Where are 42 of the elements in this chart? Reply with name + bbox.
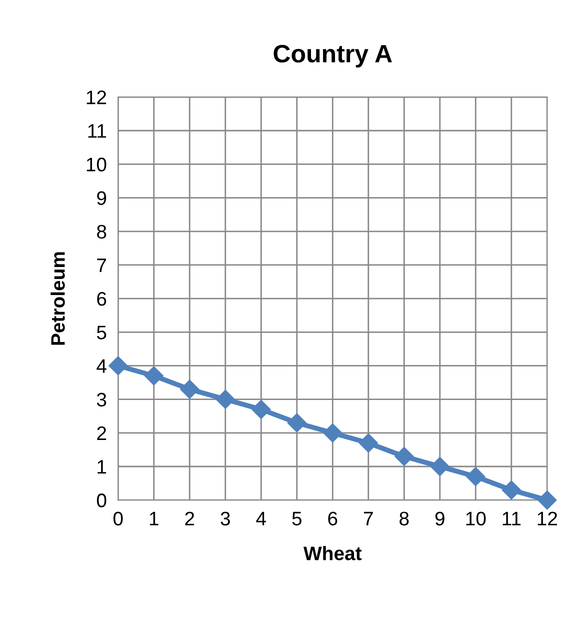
- y-tick-label: 9: [97, 191, 106, 206]
- y-tick-label: 8: [97, 224, 106, 239]
- point: [216, 390, 235, 409]
- y-tick-label: 1: [98, 460, 106, 474]
- y-tick-label: 12: [86, 90, 106, 104]
- x-tick-label: 2: [185, 512, 194, 526]
- x-tick-label: 10: [466, 512, 486, 526]
- point: [358, 433, 378, 453]
- x-tick-label: 7: [364, 512, 373, 526]
- chart-title: Country A: [274, 44, 392, 68]
- x-tick-label: 11: [502, 512, 521, 526]
- x-tick-label: 9: [435, 512, 444, 526]
- x-tick-label: 1: [150, 512, 158, 526]
- point: [323, 423, 342, 442]
- y-tick-label: 2: [97, 426, 106, 440]
- x-tick-label: 4: [256, 512, 266, 526]
- point: [538, 490, 557, 510]
- x-tick-label: 0: [113, 512, 123, 526]
- y-tick-label: 7: [97, 258, 106, 272]
- point: [394, 446, 414, 466]
- y-tick-label: 0: [96, 494, 106, 508]
- y-tick-label: 10: [86, 158, 106, 172]
- point: [180, 380, 200, 399]
- y-tick-label: 11: [88, 124, 106, 138]
- x-tick-label: 8: [400, 512, 409, 526]
- y-axis-title: Petroleum: [50, 252, 65, 345]
- point: [430, 456, 450, 476]
- x-tick-label: 3: [220, 512, 230, 526]
- y-tick-label: 6: [97, 292, 106, 306]
- point: [144, 366, 164, 386]
- x-tick-label: 12: [538, 512, 557, 526]
- x-axis-title: Wheat: [303, 546, 362, 560]
- point: [287, 413, 306, 432]
- point: [466, 467, 486, 486]
- y-tick-label: 4: [96, 359, 106, 373]
- y-tick-label: 3: [96, 392, 106, 407]
- x-tick-label: 5: [292, 512, 302, 526]
- point: [252, 400, 271, 419]
- point: [108, 356, 128, 376]
- x-tick-label: 6: [328, 512, 338, 526]
- point: [502, 480, 521, 500]
- y-tick-label: 5: [96, 326, 106, 340]
